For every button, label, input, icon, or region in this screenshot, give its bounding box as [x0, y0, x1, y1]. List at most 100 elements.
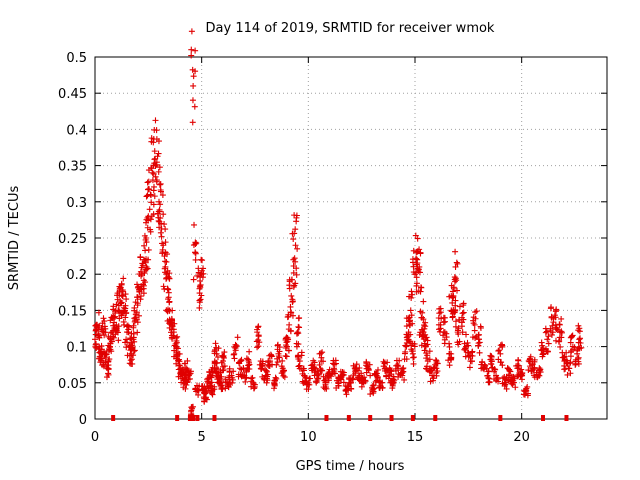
data-point [567, 370, 574, 377]
data-point [413, 274, 420, 281]
data-point [156, 208, 163, 215]
data-point [95, 330, 102, 337]
data-point [152, 117, 159, 124]
data-point [154, 153, 161, 160]
data-point [289, 312, 296, 319]
data-point [352, 368, 359, 375]
data-point [291, 212, 298, 219]
data-point [255, 332, 262, 339]
data-point [566, 365, 573, 372]
data-point [465, 353, 472, 360]
chart-title: Day 114 of 2019, SRMTID for receiver wmo… [206, 21, 495, 36]
data-point [125, 326, 132, 333]
data-point [468, 358, 475, 365]
data-point [250, 381, 257, 388]
data-point [278, 370, 285, 377]
data-point [124, 352, 131, 359]
data-point [214, 354, 221, 361]
data-point [188, 46, 195, 53]
data-point [219, 386, 226, 393]
data-point [226, 365, 233, 372]
data-point [432, 361, 439, 368]
data-point [359, 375, 366, 382]
data-point [382, 367, 389, 374]
data-point [243, 355, 250, 362]
data-point [462, 345, 469, 352]
data-point [285, 313, 292, 320]
data-point [559, 349, 566, 356]
data-point [265, 363, 272, 370]
data-point [518, 366, 525, 373]
data-point [196, 299, 203, 306]
zero-event-mark [175, 415, 180, 421]
data-point [207, 383, 214, 390]
data-point [300, 365, 307, 372]
data-point [92, 327, 99, 334]
data-point [288, 276, 295, 283]
data-point [432, 357, 439, 364]
data-point [162, 263, 169, 270]
data-point [545, 340, 552, 347]
data-point [157, 188, 164, 195]
data-point [576, 336, 583, 343]
data-point [367, 391, 374, 398]
data-point [343, 391, 350, 398]
data-point [299, 370, 306, 377]
y-tick-label: 0.5 [66, 51, 87, 66]
data-point [418, 284, 425, 291]
data-point [408, 288, 415, 295]
data-point [509, 381, 516, 388]
data-point [207, 373, 214, 380]
data-point [433, 358, 440, 365]
data-point [264, 371, 271, 378]
zero-event-mark [187, 415, 192, 421]
data-point [536, 365, 543, 372]
data-point [222, 385, 229, 392]
data-point [507, 368, 514, 375]
data-point [203, 389, 210, 396]
data-point [525, 357, 532, 364]
zero-event-mark [346, 415, 351, 421]
data-point [185, 376, 192, 383]
data-point [122, 291, 129, 298]
data-point [509, 375, 516, 382]
y-tick-label: 0.35 [58, 160, 87, 175]
data-point [459, 329, 466, 336]
data-point [132, 311, 139, 318]
data-point [127, 357, 134, 364]
data-point [238, 357, 245, 364]
data-point [211, 359, 218, 366]
data-point [130, 352, 137, 359]
data-point [234, 334, 241, 341]
data-point [188, 28, 195, 35]
data-point [386, 365, 393, 372]
data-point [191, 221, 198, 228]
data-point [205, 378, 212, 385]
data-point [99, 327, 106, 334]
data-point [460, 316, 467, 323]
data-point [450, 285, 457, 292]
data-point [143, 193, 150, 200]
data-point [453, 259, 460, 266]
data-point [137, 254, 144, 261]
data-point [216, 380, 223, 387]
data-point [239, 373, 246, 380]
data-point [485, 379, 492, 386]
data-point [410, 360, 417, 367]
data-point [475, 340, 482, 347]
data-point [282, 345, 289, 352]
data-point [148, 192, 155, 199]
data-point [146, 206, 153, 213]
data-point [309, 361, 316, 368]
data-point [109, 314, 116, 321]
data-point [578, 344, 585, 351]
data-point [290, 236, 297, 243]
data-point [113, 301, 120, 308]
data-point [563, 360, 570, 367]
data-point [410, 269, 417, 276]
y-tick-label: 0.3 [66, 196, 87, 211]
data-point [342, 388, 349, 395]
data-point [487, 356, 494, 363]
data-point [95, 332, 102, 339]
